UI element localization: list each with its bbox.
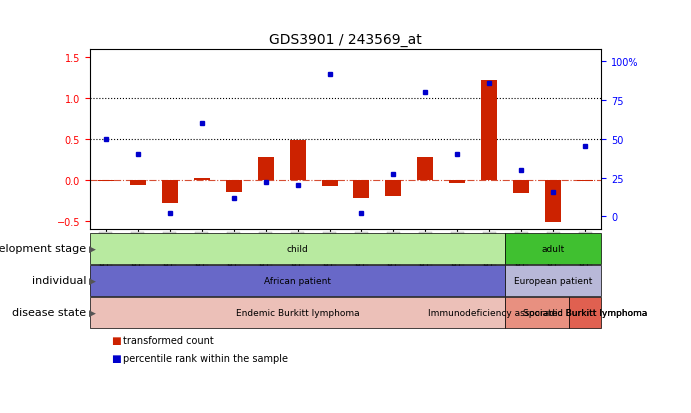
Bar (90, 297, 505, 328)
Text: ▶: ▶ (89, 244, 96, 253)
Bar (193, 178, 209, 180)
Bar (505, 233, 601, 264)
Bar (386, 180, 401, 197)
Bar (505, 265, 601, 296)
Text: Sporadic Burkitt lymphoma: Sporadic Burkitt lymphoma (523, 308, 647, 317)
Text: development stage: development stage (0, 244, 86, 254)
Bar (162, 180, 178, 203)
Title: GDS3901 / 243569_at: GDS3901 / 243569_at (269, 33, 422, 47)
Text: Endemic Burkitt lymphoma: Endemic Burkitt lymphoma (236, 308, 359, 317)
Text: ■: ■ (111, 335, 120, 345)
Text: child: child (287, 244, 308, 253)
Bar (569, 297, 601, 328)
Text: adult: adult (542, 244, 565, 253)
Bar (98, 180, 114, 182)
Bar (354, 180, 370, 198)
Bar (505, 297, 569, 328)
Bar (258, 157, 274, 180)
Bar (130, 180, 146, 185)
Text: transformed count: transformed count (123, 335, 214, 345)
Text: ■: ■ (111, 354, 120, 363)
Text: percentile rank within the sample: percentile rank within the sample (123, 354, 288, 363)
Bar (513, 180, 529, 193)
Text: ▶: ▶ (89, 308, 96, 317)
Bar (321, 180, 337, 187)
Bar (482, 81, 498, 180)
Text: African patient: African patient (264, 276, 331, 285)
Bar (90, 233, 505, 264)
Bar (226, 180, 242, 192)
Bar (577, 180, 593, 182)
Text: ▶: ▶ (89, 276, 96, 285)
Bar (449, 180, 465, 183)
Bar (545, 180, 561, 223)
Bar (290, 141, 305, 180)
Text: individual: individual (32, 275, 86, 286)
Bar (417, 157, 433, 180)
Text: European patient: European patient (514, 276, 592, 285)
Text: disease state: disease state (12, 307, 86, 318)
Bar (90, 265, 505, 296)
Text: Immunodeficiency associated Burkitt lymphoma: Immunodeficiency associated Burkitt lymp… (428, 308, 647, 317)
